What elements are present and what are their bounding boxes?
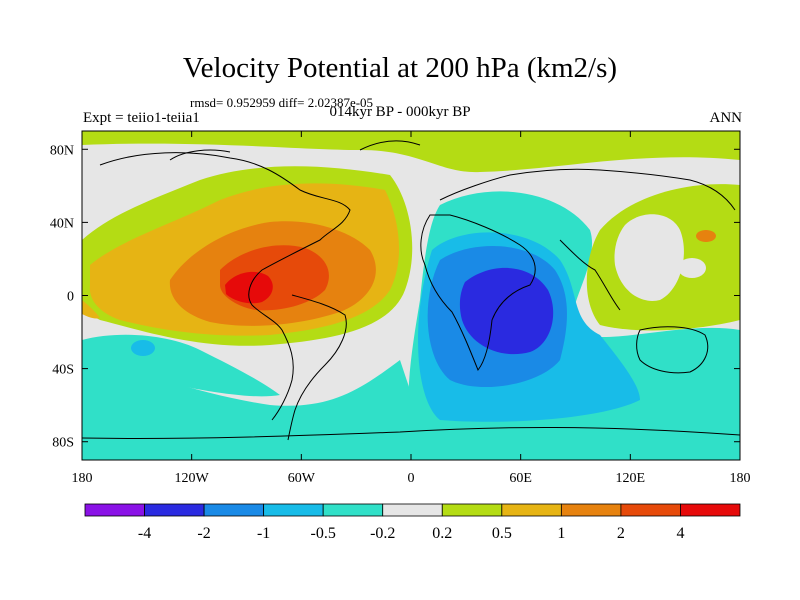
colorbar-label: 0.5	[492, 525, 512, 542]
coastlines	[82, 140, 740, 441]
contour-field	[82, 131, 740, 460]
lat-tick-label: 40N	[50, 216, 74, 231]
lon-tick-label: 180	[72, 471, 93, 486]
lon-tick-label: 180	[730, 471, 751, 486]
colorbar-swatch	[560, 503, 622, 517]
colorbar: -4 -2 -1 -0.5 -0.2 0.2 0.5 1 2 4	[84, 503, 741, 542]
colorbar-label: 4	[676, 525, 684, 542]
colorbar-label: -4	[138, 525, 151, 542]
colorbar-label: -0.2	[370, 525, 395, 542]
colorbar-swatch	[501, 503, 562, 517]
colorbar-label: -2	[197, 525, 210, 542]
experiment-label: Expt = teiio1-teiia1	[83, 110, 200, 126]
colorbar-label: -1	[257, 525, 270, 542]
colorbar-swatch	[263, 503, 324, 517]
lon-tick-label: 120W	[175, 471, 210, 486]
colorbar-swatch	[680, 503, 741, 517]
stats-text: rmsd= 0.952959 diff= 2.02387e-05	[190, 95, 374, 110]
lon-tick-label: 120E	[616, 471, 646, 486]
colorbar-label: 2	[617, 525, 625, 542]
lat-tick-label: 0	[67, 290, 74, 305]
colorbar-swatch	[203, 503, 265, 517]
lat-tick-label: 40S	[52, 363, 74, 378]
lat-tick-label: 80S	[52, 436, 74, 451]
colorbar-swatch	[84, 503, 145, 517]
season-label: ANN	[709, 110, 743, 126]
lat-tick-label: 80N	[50, 143, 74, 158]
colorbar-swatch	[620, 503, 681, 517]
colorbar-swatch	[382, 503, 443, 517]
colorbar-swatch	[322, 503, 384, 517]
lon-tick-label: 0	[408, 471, 415, 486]
colorbar-label: 1	[557, 525, 565, 542]
period-label: 014kyr BP - 000kyr BP	[329, 104, 471, 120]
colorbar-label: -0.5	[311, 525, 336, 542]
lon-tick-label: 60W	[288, 471, 316, 486]
plot-title: Velocity Potential at 200 hPa (km2/s)	[182, 52, 618, 84]
colorbar-label: 0.2	[432, 525, 452, 542]
colorbar-swatch	[144, 503, 205, 517]
lon-tick-label: 60E	[509, 471, 532, 486]
map-axes: 180 120W 60W 0 60E 120E 180 80N 40N 0 40S 80S	[50, 131, 751, 486]
colorbar-swatch	[441, 503, 503, 517]
